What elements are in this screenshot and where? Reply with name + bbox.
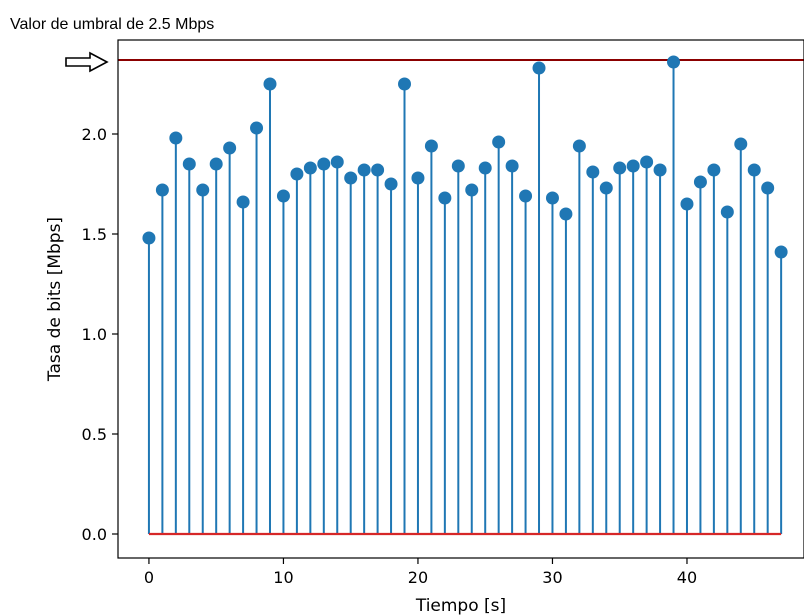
x-tick-label: 30 <box>542 568 562 587</box>
stem-marker <box>357 163 371 177</box>
x-tick-label: 40 <box>677 568 697 587</box>
stem-marker <box>371 163 385 177</box>
threshold-annotation: Valor de umbral de 2.5 Mbps <box>10 16 214 33</box>
x-tick-label: 0 <box>144 568 154 587</box>
stem-marker <box>680 197 694 211</box>
stem-marker <box>492 135 506 149</box>
y-tick-label: 0.5 <box>82 425 107 444</box>
stem-marker <box>411 171 425 185</box>
stem-marker <box>398 77 412 91</box>
stem-marker <box>317 157 331 171</box>
stem-marker <box>505 159 519 173</box>
stem-marker <box>344 171 358 185</box>
stem-marker <box>276 189 290 203</box>
stem-marker <box>303 161 317 175</box>
plot-frame <box>117 39 804 559</box>
stem-marker <box>761 181 775 195</box>
stem-marker <box>693 175 707 189</box>
stem-marker <box>613 161 627 175</box>
stem-marker <box>384 177 398 191</box>
stem-marker <box>209 157 223 171</box>
x-tick-label: 10 <box>273 568 293 587</box>
stem-marker <box>290 167 304 181</box>
stem-marker <box>223 141 237 155</box>
y-tick-label: 1.5 <box>82 225 107 244</box>
x-axis-label: Tiempo [s] <box>415 596 506 616</box>
stem-marker <box>263 77 277 91</box>
stem-marker <box>330 155 344 169</box>
y-tick-label: 0.0 <box>82 525 107 544</box>
stem-marker <box>169 131 183 145</box>
stem-marker <box>438 191 452 205</box>
stem-marker <box>667 55 681 69</box>
y-tick-label: 2.0 <box>82 125 107 144</box>
arrow-shape <box>65 51 109 73</box>
stem-marker <box>478 161 492 175</box>
stem-marker <box>155 183 169 197</box>
stem-marker <box>519 189 533 203</box>
stem-marker <box>182 157 196 171</box>
stem-marker <box>626 159 640 173</box>
stem-marker <box>545 191 559 205</box>
stem-marker <box>599 181 613 195</box>
stem-marker <box>586 165 600 179</box>
stem-marker <box>196 183 210 197</box>
stem-marker <box>640 155 654 169</box>
stem-marker <box>465 183 479 197</box>
stem-marker <box>653 163 667 177</box>
y-axis: 0.0 0.5 1.0 1.5 2.0 <box>82 125 118 544</box>
stem-marker <box>559 207 573 221</box>
y-axis-label: Tasa de bits [Mbps] <box>45 217 65 382</box>
stem-marker <box>774 245 788 259</box>
stem-marker <box>572 139 586 153</box>
x-axis: 0 10 20 30 40 <box>144 558 697 587</box>
stem-marker <box>747 163 761 177</box>
stem-marker <box>142 231 156 245</box>
y-tick-label: 1.0 <box>82 325 107 344</box>
stem-marker <box>720 205 734 219</box>
stem-marker <box>532 61 546 75</box>
stem-marker <box>451 159 465 173</box>
stem-marker <box>236 195 250 209</box>
stem-marker <box>424 139 438 153</box>
stem-marker <box>250 121 264 135</box>
plot-area <box>118 55 804 536</box>
stem-marker <box>734 137 748 151</box>
threshold-arrow-icon <box>65 51 109 73</box>
x-tick-label: 20 <box>408 568 428 587</box>
stem-marker <box>707 163 721 177</box>
